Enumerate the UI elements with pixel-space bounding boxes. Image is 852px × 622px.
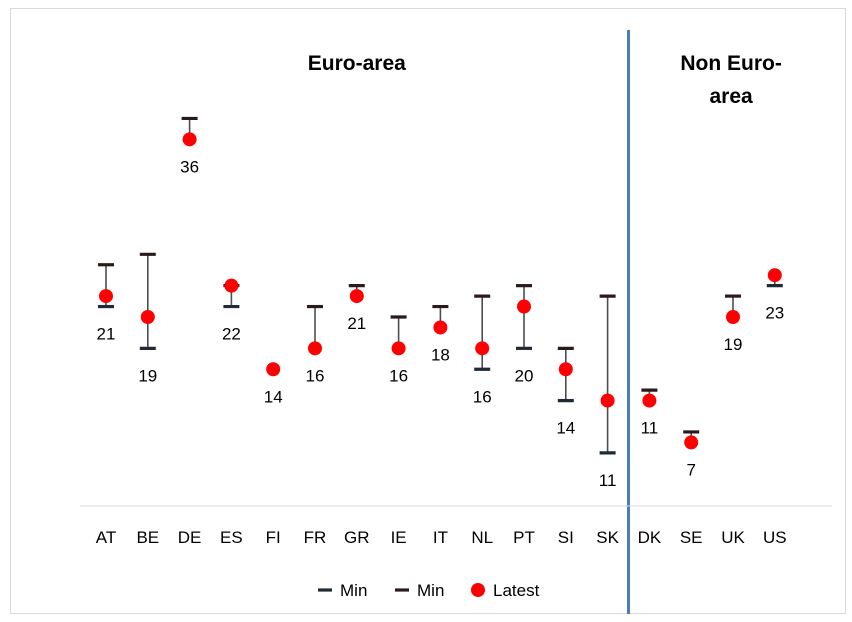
x-tick-label: FR [304,528,327,547]
data-label: 14 [264,387,283,406]
plot-area: Euro-area Non Euro-area 21 19 36 22 14 16 21 16 18… [97,30,784,614]
x-tick-label: PT [513,528,535,547]
latest-point [308,341,322,356]
region-label: area [709,85,753,108]
latest-point [391,341,406,356]
latest-point [726,310,740,324]
latest-point [642,393,657,408]
legend-label: Min [340,581,367,600]
region-label: Non Euro- [680,52,781,75]
x-tick-label: UK [721,528,745,547]
x-tick-label: BE [136,528,159,547]
x-tick-label: SK [596,528,619,547]
latest-point [182,132,197,147]
data-label: 16 [306,366,325,385]
latest-point [517,299,531,314]
x-tick-label: SE [680,528,703,547]
x-tick-label: NL [471,528,493,547]
x-tick-label: FI [266,528,281,547]
x-axis: AT BE DE ES FI FR GR IE IT NL PT SI SK DK SE UK US [80,505,832,547]
latest-point [140,310,155,324]
data-label: 16 [389,366,408,385]
x-tick-label: DK [638,528,662,547]
legend-label: Min [417,581,444,600]
latest-point [600,393,615,408]
latest-point [475,341,490,356]
x-tick-label: DE [178,528,202,547]
x-tick-label: ES [220,528,243,547]
data-label: 36 [180,157,199,176]
latest-point [684,435,699,450]
legend-marker-latest [471,583,485,597]
x-tick-label: SI [558,528,574,547]
data-label: 19 [138,366,157,385]
data-label: 20 [515,366,534,385]
latest-point [767,268,782,283]
latest-point [349,289,364,304]
latest-point [433,320,448,335]
data-label: 22 [222,325,241,344]
legend-label: Latest [493,581,540,600]
legend: Min Min Latest [318,581,540,600]
data-label: 21 [97,325,116,344]
data-label: 11 [641,419,659,438]
data-label: 18 [431,345,450,364]
region-label: Euro-area [308,52,406,75]
data-label: 19 [724,335,743,354]
x-tick-label: AT [96,528,116,547]
data-label: 7 [686,460,695,479]
latest-point [266,362,281,377]
x-tick-label: GR [344,528,370,547]
latest-point [558,362,573,377]
latest-point [99,289,113,304]
data-label: 16 [473,387,492,406]
latest-point [224,278,239,293]
data-label: 23 [765,304,784,323]
x-tick-label: US [763,528,787,547]
x-tick-label: IE [391,528,407,547]
x-tick-label: IT [433,528,448,547]
data-label: 14 [556,419,575,438]
data-label: 11 [599,471,617,490]
data-label: 21 [347,314,366,333]
